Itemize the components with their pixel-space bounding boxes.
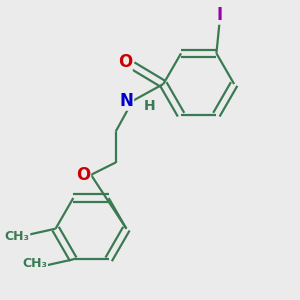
Text: I: I <box>216 6 223 24</box>
Text: H: H <box>144 99 155 112</box>
Text: CH₃: CH₃ <box>4 230 30 243</box>
Text: N: N <box>119 92 133 110</box>
Text: O: O <box>118 53 132 71</box>
Text: O: O <box>76 166 90 184</box>
Text: CH₃: CH₃ <box>22 257 47 271</box>
